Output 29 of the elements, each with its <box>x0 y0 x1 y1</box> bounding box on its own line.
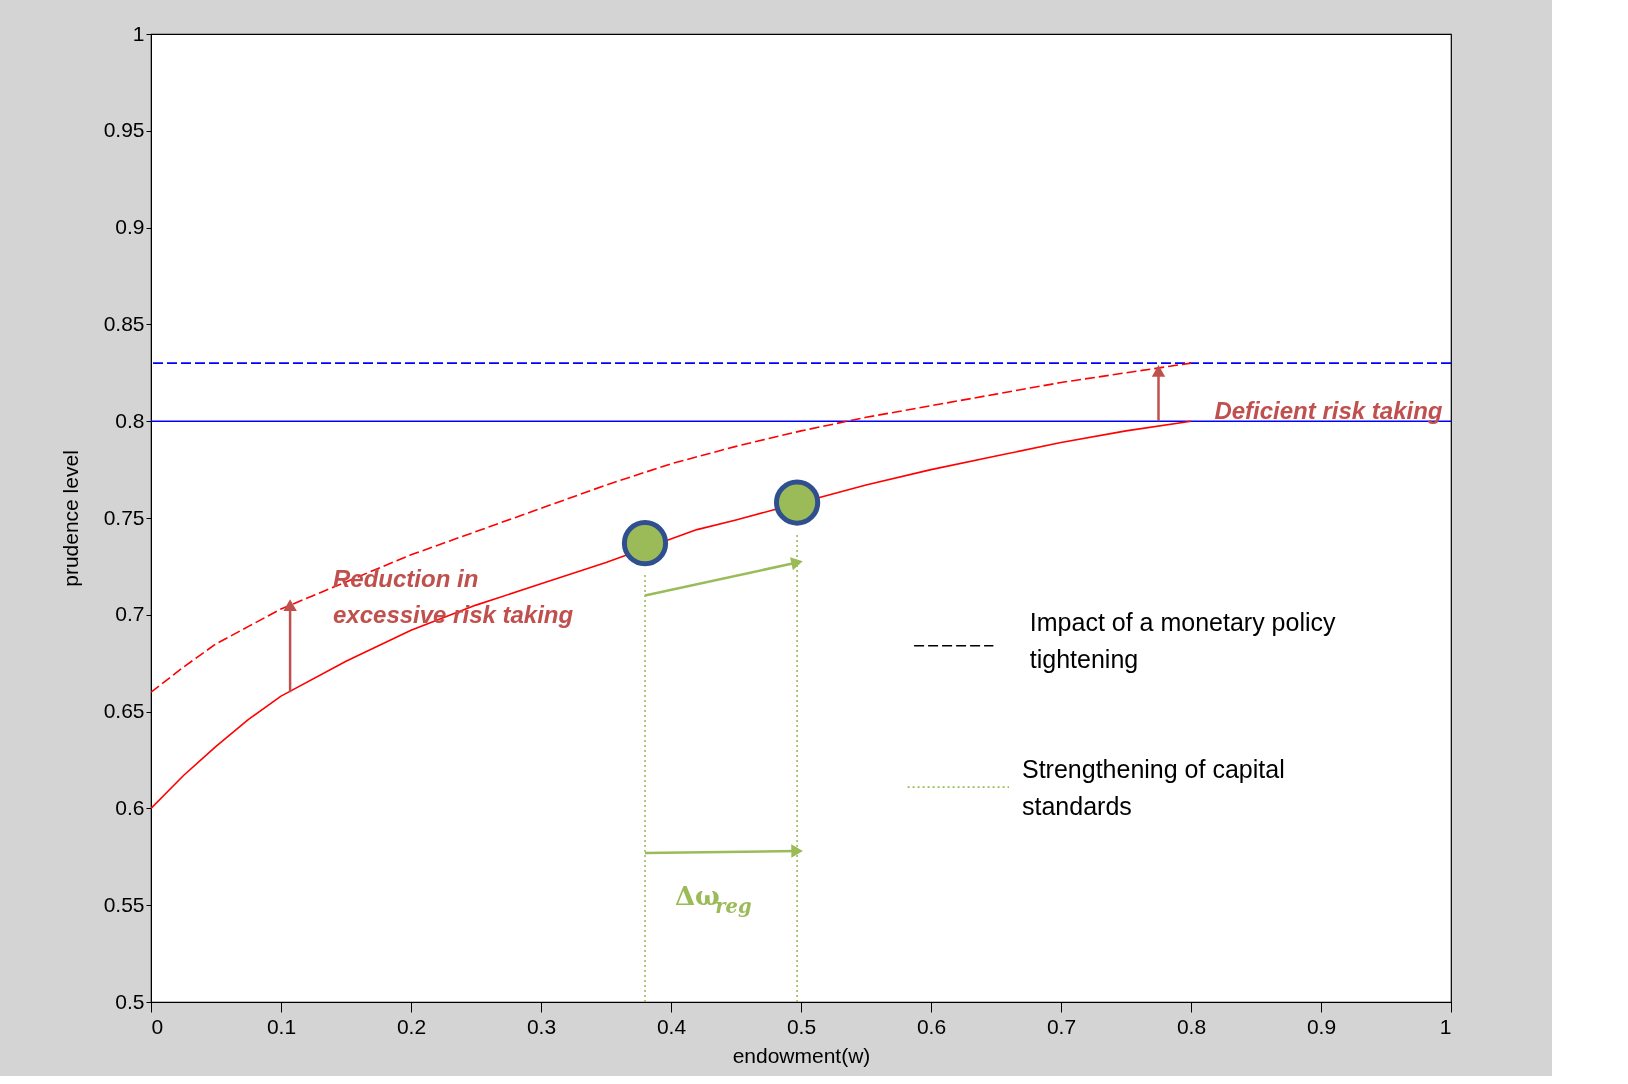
x-tick-label: 0.8 <box>1176 1014 1207 1038</box>
y-tick-label: 0.7 <box>115 602 145 626</box>
y-tick-label: 0.75 <box>103 505 145 529</box>
x-tick-label: 0.6 <box>916 1014 947 1038</box>
y-tick-label: 0.65 <box>103 699 145 723</box>
y-tick-label: 0.95 <box>103 118 145 142</box>
x-tick-label: 0.3 <box>526 1014 557 1038</box>
x-tick-label: 0.7 <box>1046 1014 1077 1038</box>
x-axis-title: endowment(w) <box>732 1043 871 1067</box>
x-tick-label: 0.2 <box>396 1014 427 1038</box>
y-tick-label: 0.9 <box>115 215 145 239</box>
y-tick-label: 0.6 <box>115 795 145 819</box>
y-tick-label: 0.5 <box>115 989 145 1013</box>
annotation: Strengthening of capital standards <box>1022 754 1285 821</box>
x-tick-label: 0.4 <box>656 1014 687 1038</box>
point <box>621 520 669 567</box>
x-tick-label: 0.9 <box>1306 1014 1337 1038</box>
y-tick-label: 0.85 <box>103 311 145 335</box>
x-tick-label: 1 <box>1439 1014 1452 1038</box>
y-tick-label: 1 <box>132 21 145 45</box>
annotation: Deficient risk taking <box>1214 396 1443 424</box>
x-tick-label: 0.5 <box>786 1014 817 1038</box>
y-axis-title: prudence level <box>58 450 82 587</box>
y-tick-label: 0.8 <box>115 408 145 432</box>
x-tick-label: 0.1 <box>266 1014 297 1038</box>
x-tick-label: 0 <box>151 1014 164 1038</box>
annotation: Impact of a monetary policy tightening <box>1029 607 1336 674</box>
point <box>773 479 821 526</box>
y-tick-label: 0.55 <box>103 892 145 916</box>
